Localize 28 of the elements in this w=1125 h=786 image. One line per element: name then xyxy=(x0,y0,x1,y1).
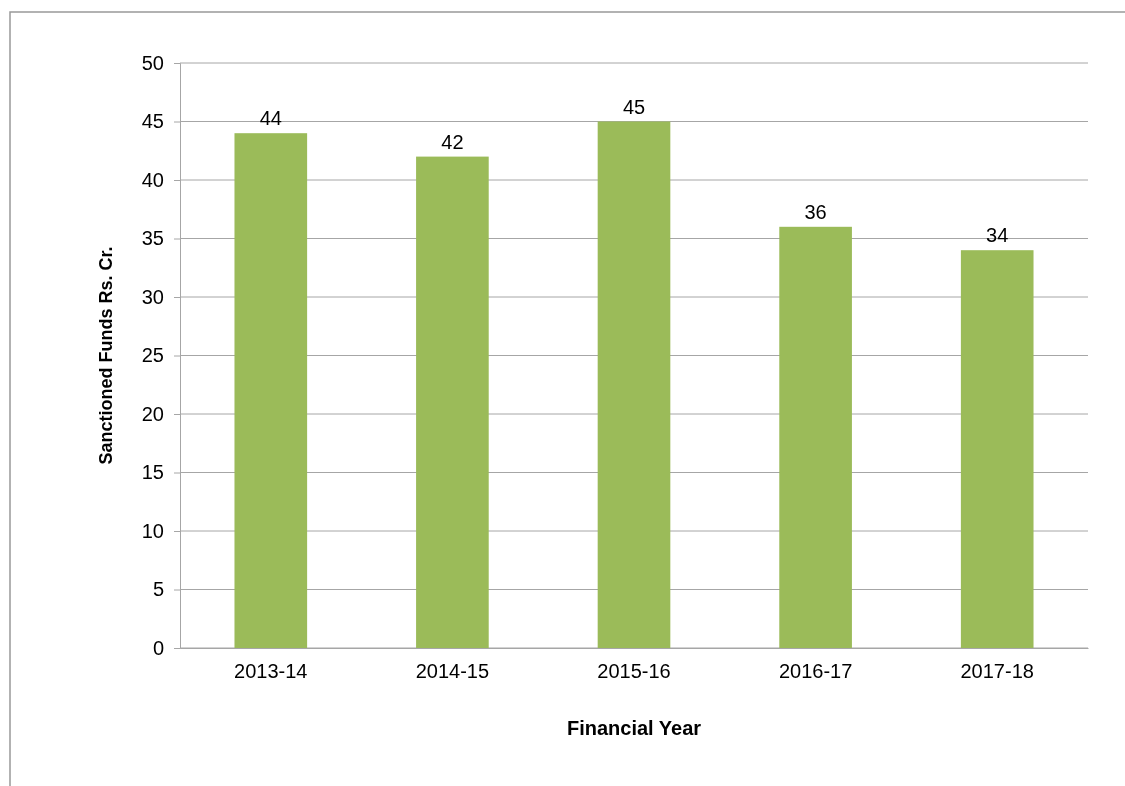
data-label: 45 xyxy=(622,95,646,118)
y-tick-label: 0 xyxy=(152,636,164,659)
data-label: 42 xyxy=(441,130,464,153)
x-tick-label: 2014-15 xyxy=(415,660,490,683)
bar xyxy=(779,226,852,648)
y-tick-label: 40 xyxy=(141,168,164,191)
data-label: 34 xyxy=(986,224,1009,247)
x-tick-label: 2016-17 xyxy=(778,660,853,683)
y-axis-title: Sanctioned Funds Rs. Cr. xyxy=(96,246,116,465)
y-tick-label: 45 xyxy=(141,110,164,133)
bar xyxy=(960,250,1034,648)
y-tick-label: 25 xyxy=(141,344,164,367)
y-tick-label: 20 xyxy=(141,402,164,425)
y-tick-label: 30 xyxy=(141,285,164,308)
data-label: 44 xyxy=(259,107,282,130)
y-tick-label: 50 xyxy=(141,51,164,74)
x-tick-label: 2013-14 xyxy=(234,660,308,683)
y-tick-label: 10 xyxy=(141,519,164,542)
bar xyxy=(416,156,489,648)
x-tick-label: 2017-18 xyxy=(960,660,1034,683)
y-tick-label: 35 xyxy=(141,227,164,250)
data-label: 36 xyxy=(804,200,827,223)
x-axis-title: Financial Year xyxy=(566,717,702,739)
y-tick-label: 5 xyxy=(152,578,164,601)
y-tick-label: 15 xyxy=(141,461,164,484)
bar xyxy=(234,133,308,648)
x-tick-label: 2015-16 xyxy=(597,660,671,683)
bar xyxy=(597,121,671,648)
